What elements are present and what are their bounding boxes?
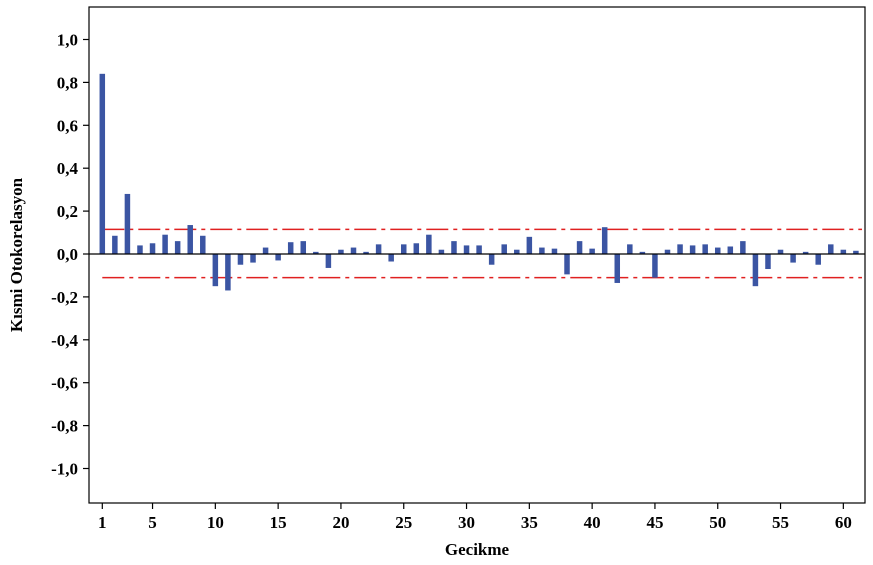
- pacf-bar: [614, 254, 621, 283]
- pacf-bar: [250, 254, 256, 263]
- pacf-bar: [853, 250, 859, 254]
- pacf-bar: [564, 254, 570, 275]
- pacf-bar: [225, 254, 231, 291]
- pacf-bar: [313, 251, 319, 254]
- pacf-bar: [438, 249, 445, 254]
- pacf-bar: [375, 244, 382, 254]
- pacf-bar: [740, 241, 746, 254]
- pacf-bar: [514, 249, 520, 254]
- pacf-bar: [677, 244, 683, 254]
- y-tick-label: 1,0: [57, 31, 78, 50]
- pacf-bar: [802, 251, 809, 254]
- pacf-bar: [576, 241, 583, 254]
- pacf-bar: [99, 73, 106, 254]
- pacf-bar: [639, 251, 646, 254]
- pacf-bar: [149, 243, 156, 254]
- pacf-bar: [112, 235, 118, 254]
- plot-frame: [88, 6, 866, 504]
- pacf-bar: [526, 236, 533, 254]
- pacf-bar: [689, 245, 696, 254]
- pacf-bar: [137, 245, 143, 254]
- pacf-bar: [124, 193, 131, 254]
- pacf-bar: [287, 242, 294, 254]
- x-tick-label: 60: [835, 513, 852, 532]
- y-tick-label: 0,2: [57, 202, 78, 221]
- pacf-bar: [413, 243, 420, 254]
- y-tick-label: 0,0: [57, 245, 78, 264]
- pacf-bar: [388, 254, 394, 262]
- pacf-bar: [187, 225, 193, 254]
- pacf-bar: [426, 234, 432, 254]
- pacf-bar: [174, 241, 181, 254]
- pacf-bar: [765, 254, 771, 270]
- y-tick-label: -0,8: [51, 417, 78, 436]
- y-tick-label: 0,8: [57, 73, 78, 92]
- pacf-bar: [338, 249, 344, 254]
- x-tick-label: 5: [148, 513, 157, 532]
- pacf-bar: [275, 254, 281, 261]
- y-tick-label: -1,0: [51, 460, 78, 479]
- pacf-bar: [828, 244, 834, 254]
- pacf-bar: [539, 247, 545, 254]
- x-tick-label: 1: [98, 513, 107, 532]
- x-tick-label: 20: [332, 513, 349, 532]
- pacf-bar: [200, 235, 206, 254]
- pacf-bar: [790, 254, 796, 263]
- pacf-bar: [363, 251, 369, 254]
- pacf-bar: [350, 247, 357, 254]
- y-tick-label: 0,4: [57, 159, 79, 178]
- x-tick-label: 25: [395, 513, 412, 532]
- x-tick-label: 50: [709, 513, 726, 532]
- pacf-bar: [463, 245, 470, 254]
- y-tick-label: -0,4: [51, 331, 78, 350]
- x-tick-label: 30: [458, 513, 475, 532]
- x-tick-label: 40: [584, 513, 601, 532]
- x-tick-label: 55: [772, 513, 789, 532]
- pacf-bar: [325, 254, 332, 268]
- pacf-bar: [727, 246, 734, 254]
- pacf-bar: [400, 244, 407, 254]
- pacf-bar: [777, 249, 784, 254]
- pacf-bar: [652, 254, 658, 278]
- x-tick-label: 35: [521, 513, 538, 532]
- x-tick-label: 10: [207, 513, 224, 532]
- pacf-bar: [262, 247, 269, 254]
- pacf-bar: [840, 249, 847, 254]
- x-axis-title: Gecikme: [445, 540, 510, 559]
- y-axis-title: Kısmi Otokorelasyon: [7, 177, 26, 332]
- pacf-bar: [476, 245, 482, 254]
- pacf-bar: [601, 227, 608, 254]
- pacf-bar: [702, 244, 708, 254]
- pacf-bar: [300, 241, 307, 254]
- x-tick-label: 15: [270, 513, 287, 532]
- y-tick-label: -0,6: [51, 374, 78, 393]
- pacf-bar: [451, 241, 457, 254]
- pacf-bar: [627, 244, 633, 254]
- pacf-bar: [589, 248, 595, 254]
- pacf-bar: [501, 244, 507, 254]
- pacf-bar: [714, 247, 721, 254]
- pacf-bar: [551, 248, 558, 254]
- pacf-bar: [237, 254, 244, 265]
- pacf-bar: [488, 254, 495, 265]
- y-tick-label: -0,2: [51, 288, 78, 307]
- pacf-bar: [664, 249, 671, 254]
- y-tick-label: 0,6: [57, 116, 78, 135]
- pacf-bar: [815, 254, 821, 265]
- pacf-bar: [752, 254, 759, 287]
- pacf-bar: [162, 234, 168, 254]
- x-tick-label: 45: [646, 513, 663, 532]
- pacf-bar: [212, 254, 219, 287]
